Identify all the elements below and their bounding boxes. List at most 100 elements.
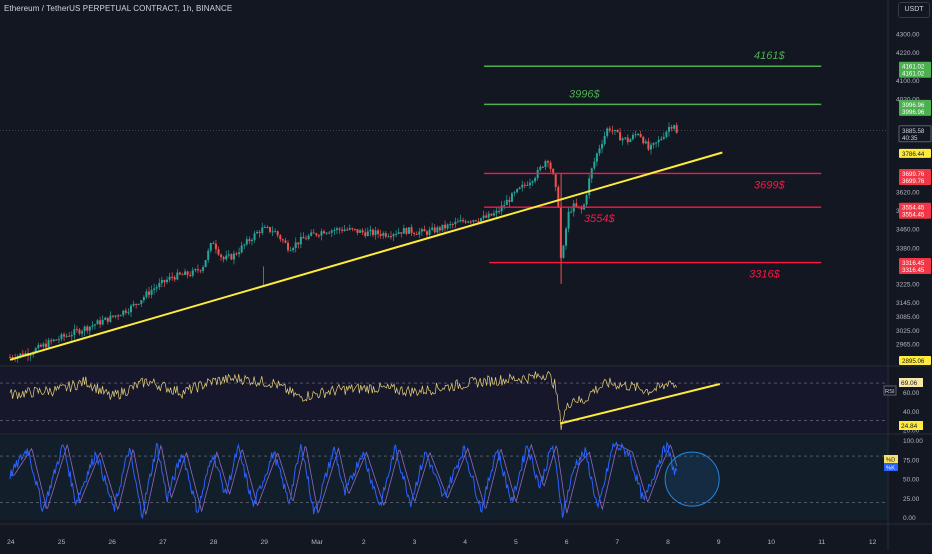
candle-body: [91, 325, 94, 327]
candle-body: [392, 234, 395, 237]
candle-body: [88, 326, 91, 331]
candle-body: [670, 126, 673, 129]
candle-body: [467, 221, 470, 223]
stoch-d-line: [10, 443, 678, 515]
candle-body: [541, 166, 544, 168]
candle-body: [299, 236, 302, 245]
time-tick-label: 3: [413, 539, 417, 546]
candle-body: [613, 130, 616, 132]
candle-body: [498, 211, 501, 213]
candle-body: [29, 354, 32, 357]
candle-body: [366, 231, 369, 237]
candle-body: [516, 188, 519, 193]
candle-body: [387, 236, 390, 238]
candle-body: [402, 228, 405, 234]
stoch-tick-label: 0.00: [903, 515, 916, 522]
candle-body: [142, 297, 145, 301]
candle-body: [271, 231, 274, 233]
candle-body: [606, 128, 609, 136]
candle-body: [47, 340, 50, 348]
price-tick-label: 3025.00: [896, 328, 920, 335]
candle-body: [86, 326, 89, 331]
candle-body: [194, 269, 197, 271]
time-tick-label: 12: [869, 539, 877, 546]
candle-body: [189, 274, 192, 276]
price-axis-badge: [899, 202, 931, 219]
currency-button[interactable]: USDT: [898, 2, 930, 18]
rsi-tick-label: 20.00: [903, 428, 920, 435]
candle-body: [348, 228, 351, 230]
candle-body: [176, 272, 179, 280]
candle-body: [642, 136, 645, 144]
candle-body: [436, 227, 439, 233]
candle-body: [235, 253, 238, 255]
candle-body: [673, 125, 676, 129]
candle-body: [374, 230, 377, 236]
candle-body: [243, 244, 246, 246]
candle-body: [549, 162, 552, 169]
candle-body: [184, 271, 187, 275]
candle-body: [346, 229, 349, 231]
candle-body: [250, 240, 253, 242]
candle-body: [353, 228, 356, 230]
stoch-value-text: %D: [886, 458, 895, 464]
price-axis-badge: [899, 99, 931, 116]
stoch-tick-label: 100.00: [903, 438, 923, 445]
candle-body: [444, 224, 447, 229]
time-tick-label: 29: [261, 539, 269, 546]
candle-body: [312, 232, 315, 234]
candle-body: [544, 161, 547, 168]
candle-body: [39, 344, 42, 347]
price-axis-badge-subtext: 3316.45: [902, 267, 925, 274]
level-label: 3699$: [754, 179, 785, 191]
candle-body: [431, 227, 434, 230]
candle-body: [552, 168, 555, 175]
candle-body: [127, 312, 130, 314]
candle-body: [220, 254, 223, 258]
candle-body: [217, 249, 220, 255]
candle-body: [637, 133, 640, 135]
candle-body: [109, 315, 112, 322]
candle-body: [81, 331, 84, 334]
candle-body: [523, 184, 526, 186]
price-axis-badge-text: 3554.45: [902, 205, 925, 212]
time-tick-label: 4: [463, 539, 467, 546]
candle-body: [415, 234, 418, 236]
candle-body: [364, 232, 367, 237]
candle-body: [521, 184, 524, 188]
candle-body: [608, 128, 611, 131]
candle-body: [111, 315, 114, 317]
candle-body: [410, 227, 413, 233]
candle-body: [580, 206, 583, 210]
candle-body: [567, 211, 570, 229]
stoch-value-badge: [884, 463, 898, 471]
candle-body: [503, 205, 506, 207]
candle-body: [356, 229, 359, 233]
candle-body: [232, 253, 235, 260]
rsi-trend-line: [559, 383, 721, 425]
candle-body: [426, 231, 429, 235]
candle-body: [389, 236, 392, 238]
candle-body: [302, 236, 305, 239]
candle-body: [209, 243, 212, 251]
candle-body: [253, 233, 256, 241]
candle-body: [248, 239, 251, 242]
candle-body: [652, 142, 655, 145]
candle-body: [310, 232, 313, 236]
candle-body: [305, 238, 308, 240]
price-axis-badge-subtext: 3699.76: [902, 178, 925, 185]
candle-body: [675, 125, 678, 133]
candle-body: [140, 300, 143, 304]
candle-body: [474, 220, 477, 222]
candle-body: [119, 315, 122, 317]
candle-body: [554, 174, 557, 187]
candle-body: [281, 239, 284, 241]
price-axis-badge-text: 3885.58: [902, 128, 925, 135]
candle-body: [379, 234, 382, 236]
candle-body: [238, 252, 241, 255]
level-label: 3316$: [749, 269, 780, 281]
candle-body: [307, 235, 310, 240]
candle-body: [145, 291, 148, 298]
candle-body: [320, 231, 323, 236]
